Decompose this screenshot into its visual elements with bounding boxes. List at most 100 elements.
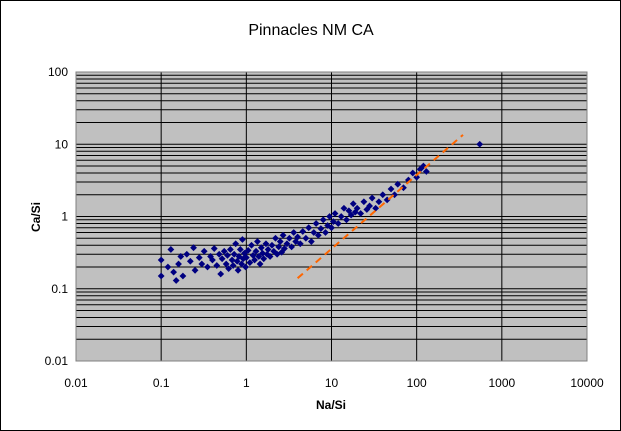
data-point: [157, 272, 165, 280]
data-point: [225, 265, 233, 273]
data-point: [268, 241, 276, 249]
y-tick-label: 0.01: [45, 354, 69, 368]
data-point: [281, 245, 288, 252]
data-point: [246, 259, 254, 267]
data-point: [476, 140, 484, 148]
data-point: [299, 228, 307, 235]
data-point: [331, 210, 339, 217]
x-tick-label: 100: [407, 376, 427, 390]
data-point: [294, 233, 302, 241]
data-point: [349, 200, 357, 208]
data-point: [343, 216, 350, 224]
trendline-layer: [296, 134, 464, 279]
data-point: [317, 225, 325, 233]
data-point: [266, 253, 274, 260]
data-point: [302, 234, 310, 242]
trendline: [296, 134, 464, 279]
data-point: [249, 251, 257, 259]
data-point: [360, 198, 368, 206]
x-tick-label: 0.1: [153, 376, 170, 390]
data-point: [345, 207, 353, 215]
data-point: [230, 250, 238, 258]
data-point: [296, 240, 304, 248]
data-point: [290, 229, 298, 236]
data-point: [394, 180, 402, 188]
data-point: [257, 244, 265, 252]
data-point: [234, 266, 242, 274]
data-point: [217, 270, 225, 278]
data-point: [319, 216, 327, 224]
x-tick-label: 1: [243, 376, 250, 390]
data-point: [314, 231, 322, 239]
data-point: [186, 257, 194, 265]
data-point: [334, 220, 342, 227]
data-point: [175, 260, 182, 268]
data-point: [387, 185, 395, 193]
data-points: [157, 140, 484, 284]
data-point: [238, 260, 246, 268]
data-point: [179, 272, 187, 280]
data-point: [242, 254, 250, 261]
data-point: [366, 202, 373, 210]
data-point: [209, 256, 216, 264]
data-point: [210, 245, 218, 252]
data-point: [226, 246, 234, 253]
data-point: [172, 277, 180, 284]
x-tick-label: 0.01: [64, 376, 88, 390]
data-point: [228, 256, 236, 264]
x-tick-label: 10: [325, 376, 339, 390]
y-tick-label: 0.1: [51, 282, 68, 296]
data-point: [239, 236, 246, 243]
data-point: [256, 260, 264, 268]
data-point: [157, 256, 165, 264]
x-tick-label: 10000: [570, 376, 604, 390]
data-point: [310, 229, 318, 236]
data-point: [215, 250, 223, 258]
y-axis-title: Ca/Si: [29, 202, 43, 232]
data-point: [229, 262, 237, 269]
data-point: [337, 213, 345, 220]
data-point: [326, 213, 334, 220]
data-point: [260, 255, 268, 263]
data-point: [251, 256, 258, 264]
plot-border: [75, 71, 588, 362]
tick-labels: 0.01 0.1 1 10 100 1000 10000 0.01 0.1 1 10 100: [45, 65, 604, 390]
y-tick-label: 100: [48, 65, 68, 79]
data-point: [190, 244, 197, 252]
data-point: [218, 255, 226, 263]
data-point: [198, 260, 206, 268]
data-point: [329, 218, 337, 225]
data-point: [347, 211, 355, 219]
data-point: [305, 224, 313, 232]
data-point: [262, 240, 270, 248]
data-point: [213, 262, 221, 269]
data-point: [278, 248, 286, 256]
data-point: [368, 194, 376, 202]
data-point: [183, 250, 191, 258]
data-point: [272, 234, 279, 242]
data-point: [379, 191, 387, 199]
data-point: [252, 247, 260, 255]
data-point: [340, 204, 348, 212]
data-point: [164, 263, 172, 271]
data-point: [409, 169, 417, 177]
data-point: [259, 249, 266, 257]
data-point: [177, 253, 185, 260]
data-point: [170, 268, 178, 276]
data-point: [195, 254, 203, 261]
y-tick-label: 10: [55, 137, 69, 151]
data-point: [200, 247, 208, 255]
data-point: [312, 220, 320, 227]
data-point: [204, 263, 211, 271]
data-point: [222, 260, 230, 268]
data-point: [283, 240, 291, 248]
data-point: [254, 238, 261, 245]
data-point: [400, 184, 407, 192]
data-point: [357, 210, 365, 217]
data-point: [279, 231, 287, 239]
data-point: [375, 198, 383, 206]
data-point: [264, 246, 272, 253]
data-point: [220, 247, 228, 255]
data-point: [236, 246, 244, 253]
